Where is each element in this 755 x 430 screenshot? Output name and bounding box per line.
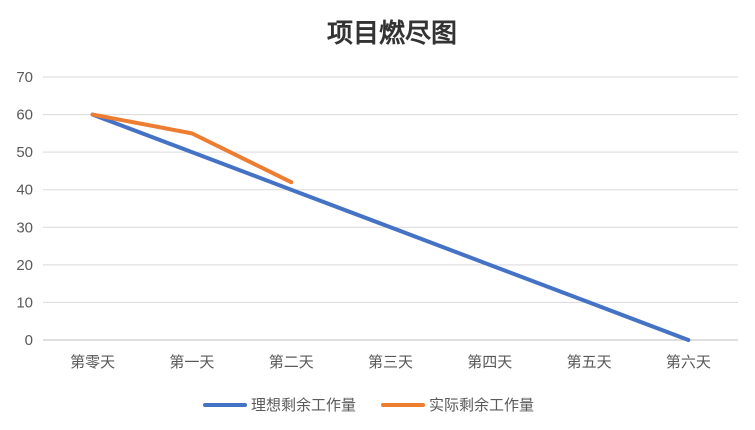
- y-tick-label: 10: [16, 294, 33, 311]
- y-tick-label: 20: [16, 257, 33, 274]
- legend: 理想剩余工作量 实际剩余工作量: [203, 396, 534, 414]
- series-lines: [90, 112, 691, 342]
- x-tick-label: 第零天: [70, 353, 115, 371]
- chart-title: 项目燃尽图: [327, 19, 457, 49]
- y-tick-label: 40: [16, 182, 33, 199]
- x-tick-label: 第四天: [467, 353, 512, 371]
- x-tick-label: 第二天: [269, 353, 314, 371]
- y-tick-label: 0: [25, 332, 33, 349]
- x-tick-label: 第五天: [567, 353, 612, 371]
- y-axis-ticks: 0 10 20 30 40 50 60 70: [16, 69, 33, 349]
- gridlines: [43, 76, 738, 341]
- y-tick-label: 60: [16, 107, 33, 124]
- x-tick-label: 第六天: [666, 353, 711, 371]
- legend-label-actual: 实际剩余工作量: [429, 396, 534, 414]
- y-tick-label: 50: [16, 144, 33, 161]
- y-tick-label: 30: [16, 219, 33, 236]
- x-tick-label: 第三天: [368, 353, 413, 371]
- series-line-ideal: [90, 112, 691, 342]
- x-tick-label: 第一天: [169, 353, 214, 371]
- legend-label-ideal: 理想剩余工作量: [251, 396, 356, 414]
- y-tick-label: 70: [16, 69, 33, 86]
- series-line-actual: [90, 112, 294, 185]
- x-axis-ticks: 第零天 第一天 第二天 第三天 第四天 第五天 第六天: [70, 353, 711, 371]
